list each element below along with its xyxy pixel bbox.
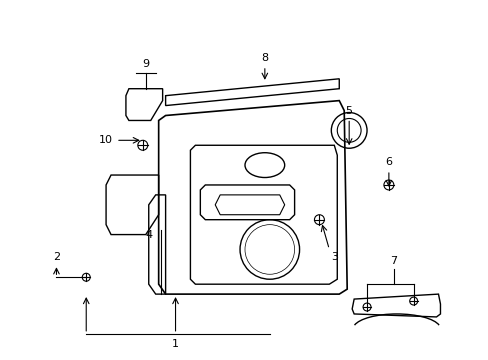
Text: 5: 5: [345, 105, 352, 116]
Text: 2: 2: [53, 252, 60, 262]
Text: 9: 9: [142, 59, 149, 69]
Text: 6: 6: [385, 157, 391, 167]
Text: 3: 3: [330, 252, 337, 262]
Text: 7: 7: [389, 256, 397, 266]
Text: 4: 4: [145, 230, 152, 239]
Text: 8: 8: [261, 53, 268, 63]
Text: 10: 10: [99, 135, 113, 145]
Text: 1: 1: [172, 339, 179, 349]
